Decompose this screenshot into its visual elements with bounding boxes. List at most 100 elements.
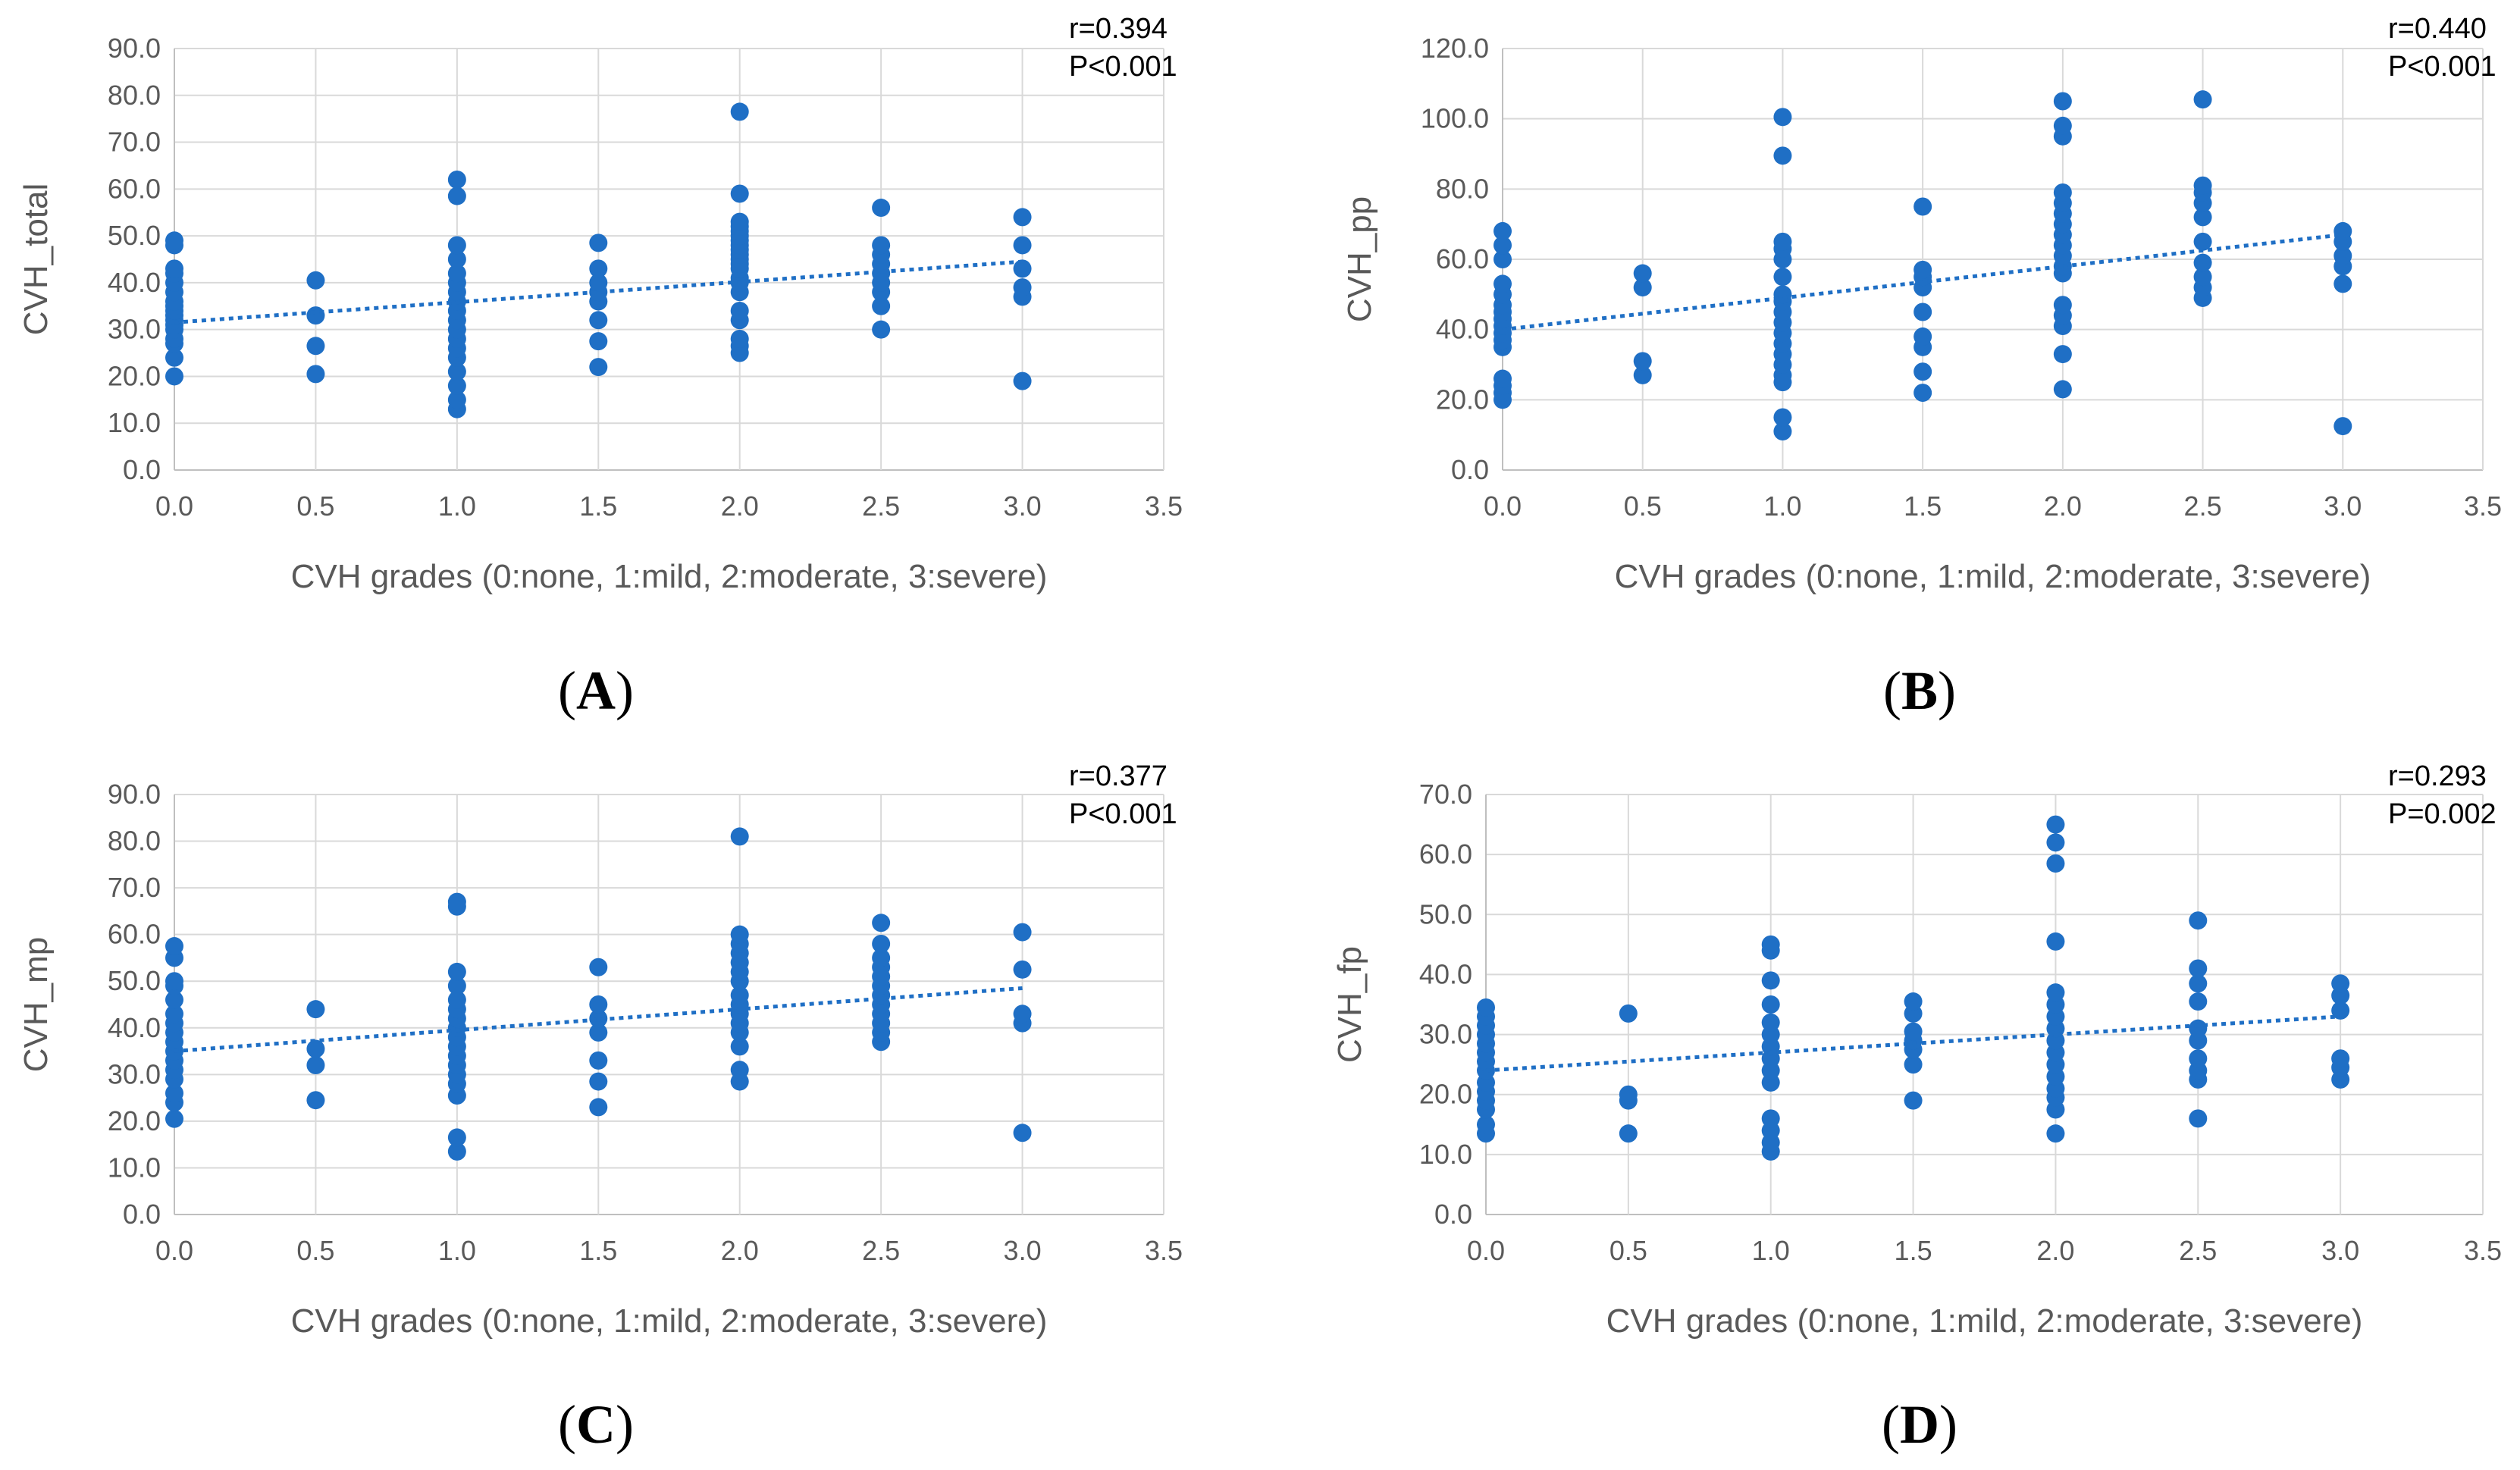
- data-point-d: [2189, 959, 2208, 978]
- stat-label-a: r=0.394: [1069, 13, 1168, 45]
- y-tick-label-c: 0.0: [123, 1199, 161, 1230]
- data-point-d: [1619, 1124, 1638, 1143]
- data-point-a: [447, 236, 466, 255]
- x-axis-title-d: CVH grades (0:none, 1:mild, 2:moderate, …: [1606, 1302, 2363, 1340]
- data-point-c: [306, 1056, 325, 1075]
- data-point-a: [306, 306, 325, 325]
- x-tick-label-c: 3.5: [1145, 1235, 1183, 1266]
- data-point-b: [1914, 197, 1932, 216]
- y-tick-label-b: 60.0: [1436, 243, 1489, 274]
- data-point-c: [1013, 923, 1032, 942]
- panel-label-c: (C): [558, 1394, 634, 1455]
- y-tick-label-c: 60.0: [108, 919, 161, 950]
- y-tick-label-c: 40.0: [108, 1012, 161, 1043]
- x-tick-label-b: 0.0: [1484, 491, 1522, 522]
- data-point-c: [872, 934, 891, 953]
- data-point-b: [2193, 90, 2212, 109]
- data-point-b: [2053, 345, 2072, 364]
- y-tick-label-b: 0.0: [1451, 454, 1489, 485]
- y-tick-label-a: 40.0: [108, 267, 161, 298]
- data-point-b: [1494, 274, 1512, 293]
- y-tick-label-b: 120.0: [1421, 33, 1489, 64]
- data-point-a: [589, 259, 608, 278]
- data-point-b: [2334, 221, 2352, 240]
- data-point-a: [1013, 208, 1032, 227]
- data-point-d: [1761, 995, 1780, 1014]
- data-point-d: [1761, 935, 1780, 954]
- chart-panel-b: 0.0 20.0 40.0 60.0 80.0 100.0 120.0 0.0 0.5 1.0 1.…: [1341, 13, 2502, 595]
- data-point-c: [589, 1051, 608, 1070]
- y-tick-label-d: 0.0: [1434, 1199, 1472, 1230]
- data-point-d: [2046, 1124, 2065, 1143]
- data-point-b: [2053, 296, 2072, 315]
- data-point-b: [1633, 352, 1652, 371]
- data-point-c: [1013, 960, 1032, 979]
- data-point-a: [447, 376, 466, 395]
- x-tick-label-c: 1.5: [579, 1235, 617, 1266]
- data-point-b: [2053, 92, 2072, 111]
- data-point-c: [447, 1142, 466, 1161]
- data-point-a: [872, 199, 891, 218]
- data-point-b: [2193, 253, 2212, 272]
- data-point-c: [165, 972, 183, 991]
- y-tick-label-a: 50.0: [108, 220, 161, 251]
- stat-label-b: P<0.001: [2388, 51, 2496, 83]
- data-point-b: [1633, 365, 1652, 384]
- x-axis-title-a: CVH grades (0:none, 1:mild, 2:moderate, …: [291, 558, 1048, 595]
- data-point-d: [2331, 974, 2350, 993]
- y-tick-label-a: 0.0: [123, 454, 161, 485]
- x-tick-label-a: 0.0: [155, 491, 193, 522]
- data-point-b: [1494, 236, 1512, 255]
- data-point-d: [1761, 971, 1780, 990]
- x-tick-label-a: 2.5: [862, 491, 900, 522]
- data-point-b: [2053, 116, 2072, 135]
- chart-panel-d: 0.0 10.0 20.0 30.0 40.0 50.0 60.0 70.0 0.0 0.5 1.0…: [1331, 760, 2502, 1340]
- data-point-b: [2053, 183, 2072, 202]
- data-point-c: [872, 948, 891, 967]
- stat-label-c: r=0.377: [1069, 760, 1168, 792]
- data-point-d: [1477, 998, 1495, 1017]
- data-point-a: [589, 234, 608, 252]
- data-point-b: [1773, 408, 1792, 427]
- data-point-c: [306, 1000, 325, 1019]
- panel-label-b: (B): [1883, 660, 1956, 721]
- data-point-c: [730, 1061, 749, 1080]
- data-point-a: [1013, 259, 1032, 278]
- data-point-a: [447, 362, 466, 381]
- data-point-a: [730, 212, 749, 231]
- x-axis-title-c: CVH grades (0:none, 1:mild, 2:moderate, …: [291, 1302, 1048, 1340]
- data-point-c: [306, 1091, 325, 1110]
- data-point-d: [1904, 992, 1923, 1011]
- y-axis-title-c: CVH_mp: [17, 937, 55, 1073]
- x-tick-label-c: 0.5: [296, 1235, 334, 1266]
- data-point-c: [730, 925, 749, 944]
- y-tick-label-b: 100.0: [1421, 103, 1489, 134]
- data-point-b: [2334, 274, 2352, 293]
- y-tick-label-d: 50.0: [1419, 898, 1472, 929]
- y-tick-label-b: 40.0: [1436, 314, 1489, 345]
- y-tick-label-d: 70.0: [1419, 779, 1472, 810]
- data-point-a: [447, 390, 466, 409]
- y-axis-title-b: CVH_pp: [1341, 196, 1378, 322]
- x-tick-label-a: 1.0: [438, 491, 476, 522]
- data-point-c: [165, 990, 183, 1009]
- data-point-c: [589, 958, 608, 976]
- chart-panel-a: 0.0 10.0 20.0 30.0 40.0 50.0 60.0 70.0 80.0 90.0 0…: [17, 13, 1183, 595]
- data-point-a: [730, 301, 749, 320]
- data-point-b: [2334, 246, 2352, 265]
- data-point-d: [2046, 932, 2065, 951]
- data-point-d: [2046, 983, 2065, 1002]
- data-point-c: [1013, 1005, 1032, 1023]
- data-point-b: [1773, 285, 1792, 304]
- data-point-a: [589, 358, 608, 377]
- data-point-a: [730, 330, 749, 349]
- data-point-b: [1773, 232, 1792, 251]
- data-point-d: [2331, 1001, 2350, 1020]
- data-point-a: [872, 236, 891, 255]
- data-point-b: [1494, 221, 1512, 240]
- y-axis-title-d: CVH_fp: [1331, 946, 1368, 1063]
- data-point-c: [447, 892, 466, 911]
- data-point-d: [2189, 911, 2208, 930]
- data-point-c: [1013, 1124, 1032, 1142]
- data-point-b: [2193, 232, 2212, 251]
